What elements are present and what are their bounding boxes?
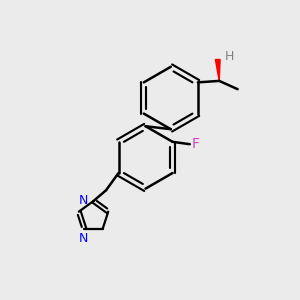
Text: N: N (79, 194, 88, 208)
Text: F: F (191, 137, 199, 151)
Text: N: N (78, 232, 88, 245)
Polygon shape (215, 59, 220, 81)
Text: H: H (224, 50, 234, 63)
